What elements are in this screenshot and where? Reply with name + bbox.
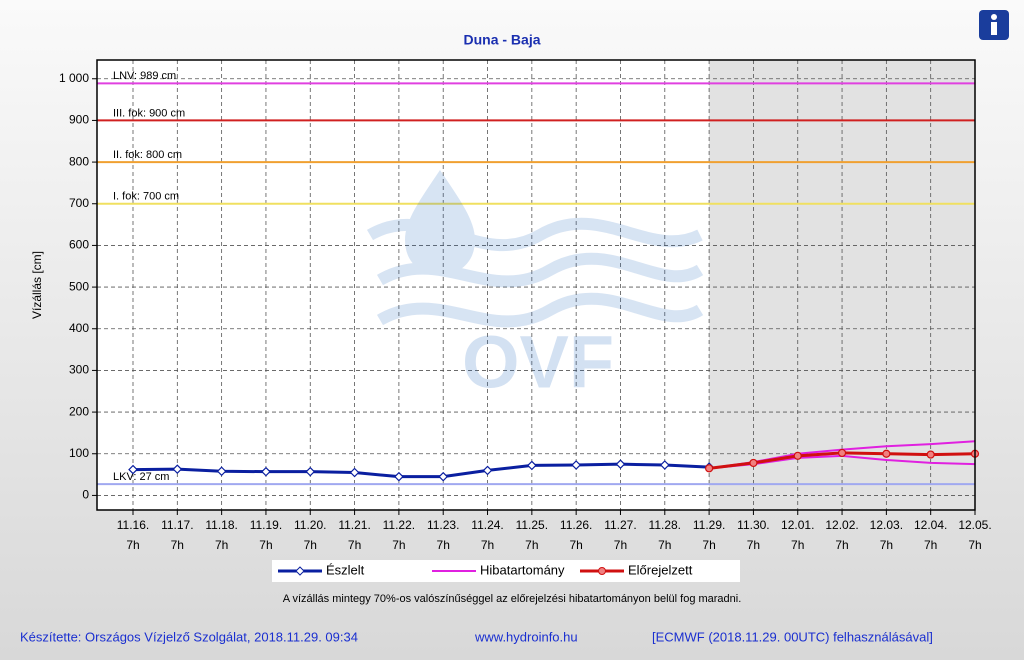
x-tick-label: 11.24.: [471, 518, 503, 532]
legend-label: Hibatartomány: [480, 562, 565, 577]
x-tick-time: 7h: [481, 538, 494, 552]
plot-border: [96, 59, 976, 511]
x-tick-label: 11.19.: [250, 518, 282, 532]
x-tick-time: 7h: [525, 538, 538, 552]
y-tick-label: 400: [69, 321, 89, 335]
x-tick-time: 7h: [215, 538, 228, 552]
x-tick-label: 11.25.: [516, 518, 548, 532]
marker: [793, 451, 802, 460]
threshold-label: III. fok: 900 cm: [113, 107, 185, 119]
marker: [261, 466, 271, 477]
x-tick-time: 7h: [658, 538, 671, 552]
x-tick-label: 11.20.: [294, 518, 326, 532]
marker: [305, 466, 316, 477]
y-tick-label: 200: [69, 404, 89, 418]
note: A vízállás mintegy 70%-os valószínűségge…: [283, 593, 742, 605]
legend-marker: [598, 567, 606, 575]
x-tick-label: 12.04.: [914, 518, 947, 532]
x-tick-label: 11.30.: [737, 518, 769, 532]
marker: [394, 471, 404, 482]
x-tick-time: 7h: [702, 538, 715, 552]
x-tick-time: 7h: [437, 538, 450, 552]
legend-marker: [295, 566, 305, 576]
x-tick-time: 7h: [569, 538, 582, 552]
marker: [216, 466, 227, 477]
x-tick-time: 7h: [880, 538, 893, 552]
marker: [526, 460, 537, 471]
x-tick-label: 11.27.: [604, 518, 636, 532]
footer-author: Készítette: Országos Vízjelző Szolgálat,…: [20, 629, 358, 644]
marker: [349, 467, 360, 478]
x-tick-label: 11.26.: [560, 518, 592, 532]
marker: [571, 460, 582, 470]
x-tick-time: 7h: [171, 538, 184, 552]
threshold-label: LNV: 989 cm: [113, 70, 176, 82]
series-line: [132, 462, 710, 479]
x-tick-label: 12.01.: [781, 518, 814, 532]
x-tick-time: 7h: [835, 538, 848, 552]
x-tick-label: 11.23.: [427, 518, 459, 532]
marker: [882, 449, 891, 458]
y-axis-label: Vízállás [cm]: [30, 251, 44, 319]
x-tick-time: 7h: [747, 538, 760, 552]
x-tick-label: 11.29.: [693, 518, 725, 532]
watermark-text: OVF: [462, 321, 614, 404]
marker: [128, 464, 138, 475]
x-tick-time: 7h: [791, 538, 804, 552]
x-tick-label: 12.02.: [825, 518, 858, 532]
marker: [482, 465, 493, 476]
x-tick-label: 11.28.: [649, 518, 681, 532]
marker: [926, 450, 935, 459]
y-tick-label: 800: [69, 154, 89, 168]
y-tick-label: 900: [69, 113, 89, 127]
x-tick-time: 7h: [614, 538, 627, 552]
x-tick-time: 7h: [392, 538, 405, 552]
y-tick-label: 700: [69, 196, 89, 210]
marker: [837, 448, 847, 458]
y-tick-label: 0: [82, 488, 89, 502]
x-tick-label: 11.22.: [383, 518, 415, 532]
marker: [749, 458, 758, 468]
x-tick-label: 11.17.: [161, 518, 193, 532]
y-tick-label: 100: [69, 446, 89, 460]
x-tick-time: 7h: [304, 538, 317, 552]
y-tick-label: 600: [69, 238, 89, 252]
info-button[interactable]: [979, 10, 1009, 40]
footer-source: [ECMWF (2018.11.29. 00UTC) felhasználásá…: [652, 629, 933, 644]
y-tick-label: 300: [69, 363, 89, 377]
footer-link[interactable]: www.hydroinfo.hu: [474, 629, 578, 644]
threshold-label: LKV: 27 cm: [113, 471, 169, 483]
x-tick-label: 12.03.: [870, 518, 903, 532]
legend: [272, 560, 740, 582]
x-tick-time: 7h: [126, 538, 139, 552]
chart-title: Duna - Baja: [463, 32, 540, 48]
marker: [705, 464, 714, 473]
x-tick-time: 7h: [259, 538, 272, 552]
x-tick-time: 7h: [348, 538, 361, 552]
marker: [615, 459, 626, 470]
x-tick-label: 11.18.: [205, 518, 237, 532]
threshold-label: I. fok: 700 cm: [113, 191, 179, 203]
legend-label: Észlelt: [326, 562, 365, 577]
x-tick-label: 11.16.: [117, 518, 149, 532]
y-tick-label: 1 000: [59, 71, 89, 85]
x-tick-time: 7h: [968, 538, 981, 552]
marker: [659, 460, 670, 470]
watermark-logo: [366, 170, 704, 328]
threshold-label: II. fok: 800 cm: [113, 149, 182, 161]
y-tick-label: 500: [69, 279, 89, 293]
x-tick-label: 11.21.: [338, 518, 370, 532]
legend-label: Előrejelzett: [628, 562, 693, 577]
marker: [172, 464, 183, 475]
x-tick-label: 12.05.: [958, 518, 991, 532]
x-tick-time: 7h: [924, 538, 937, 552]
marker: [438, 471, 449, 482]
